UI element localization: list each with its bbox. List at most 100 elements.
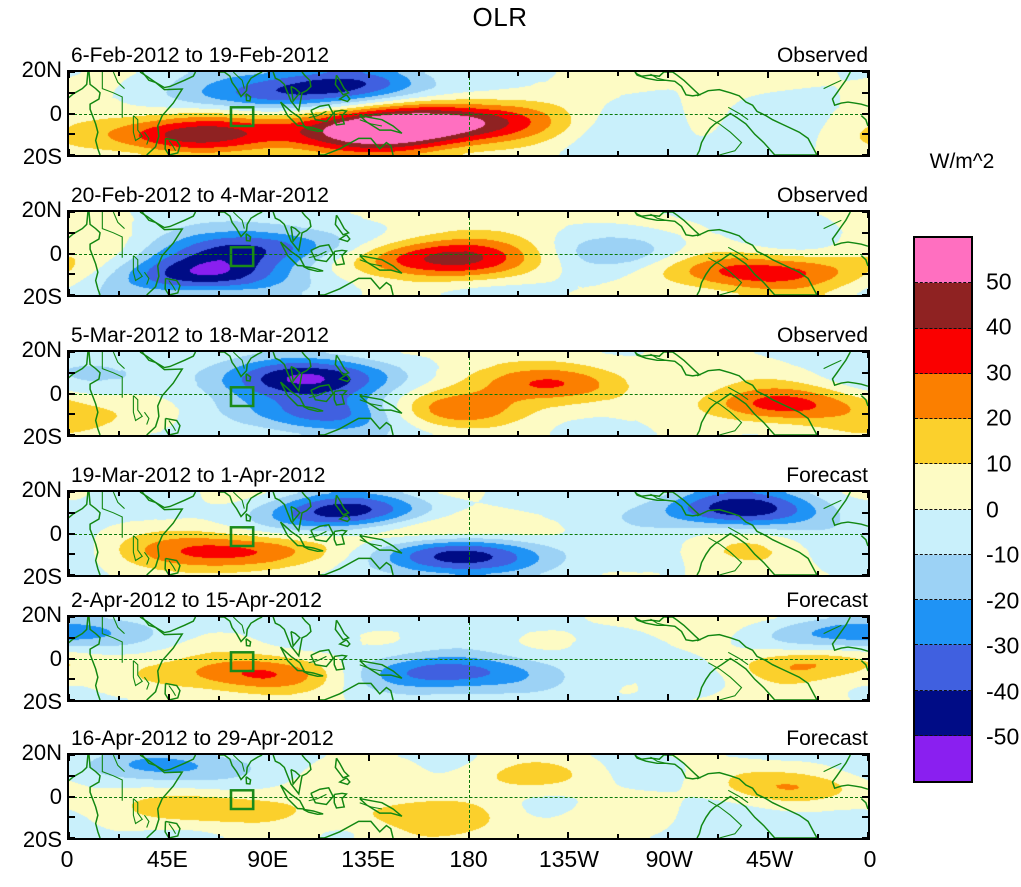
coastline-path [219, 72, 263, 98]
coastline-path [334, 757, 350, 779]
border-path [168, 823, 177, 835]
x-tick [267, 72, 270, 78]
coastline-path [272, 352, 312, 393]
y-tick [69, 352, 75, 353]
x-minor-tick [117, 571, 120, 575]
coastline-path [302, 265, 324, 273]
x-minor-tick [517, 696, 520, 700]
x-tick [867, 352, 868, 358]
x-minor-tick [817, 755, 820, 759]
x-minor-tick [417, 696, 420, 700]
coastline-path [333, 529, 348, 546]
x-tick [267, 755, 270, 761]
x-tick [267, 492, 270, 498]
x-minor-tick [417, 212, 420, 216]
x-minor-tick [317, 696, 320, 700]
x-tick [367, 429, 370, 435]
panel-plot-area [67, 490, 870, 577]
y-tick [862, 352, 868, 353]
border-path [823, 499, 842, 510]
panel-date-label: 5-Mar-2012 to 18-Mar-2012 [71, 324, 329, 347]
x-tick [767, 492, 770, 498]
coastline-path [359, 534, 403, 554]
y-axis-labels: 20N 0 20S [0, 197, 62, 309]
y-axis-labels: 20N 0 20S [0, 477, 62, 589]
coastline-path [69, 492, 89, 519]
x-tick [467, 149, 470, 155]
border-path [101, 617, 123, 663]
x-minor-tick [217, 352, 220, 356]
colorbar-tick-label: 0 [986, 496, 999, 522]
coastline-path [88, 352, 101, 435]
panel-kind-label: Observed [776, 44, 868, 67]
x-tick [467, 429, 470, 435]
border-path [823, 79, 842, 90]
x-minor-tick [717, 151, 720, 155]
border-path [823, 219, 842, 230]
coastline-path [245, 93, 252, 102]
y-tick [69, 657, 75, 660]
x-minor-tick [717, 571, 720, 575]
border-path [143, 814, 150, 828]
x-minor-tick [217, 571, 220, 575]
x-tick [69, 149, 70, 155]
x-tick [467, 289, 470, 295]
y-tick [69, 212, 75, 213]
x-tick [467, 617, 470, 623]
panel-date-label: 20-Feb-2012 to 4-Mar-2012 [71, 184, 329, 207]
x-tick [367, 149, 370, 155]
colorbar-unit-label: W/m^2 [929, 150, 995, 173]
colorbar-band-7 [915, 554, 971, 600]
coastline-path [139, 212, 184, 295]
x-tick [69, 832, 70, 838]
dateline-180-line [468, 492, 470, 575]
border-path [132, 255, 144, 282]
x-tick [267, 429, 270, 435]
coastline-path [164, 417, 181, 435]
coastline-path [696, 368, 818, 435]
coastline-path [139, 352, 184, 435]
panel-plot-area [67, 210, 870, 297]
y-tick [69, 636, 75, 639]
coastline-path [290, 85, 301, 103]
x-tick [267, 149, 270, 155]
x-minor-tick [117, 755, 120, 759]
coastline-path [696, 228, 818, 295]
border-path [308, 655, 327, 664]
colorbar-band-0 [915, 238, 971, 284]
x-minor-tick [217, 291, 220, 295]
dateline-180-line [468, 755, 470, 838]
coastline-path [69, 755, 89, 782]
y-tick-label-0: 0 [49, 380, 62, 406]
x-tick [467, 694, 470, 700]
y-tick-label-0: 0 [49, 783, 62, 809]
region-box-marker [229, 526, 255, 548]
border-path [650, 618, 667, 626]
x-minor-tick [617, 571, 620, 575]
x-tick [667, 492, 670, 498]
border-path [359, 664, 383, 672]
coastline-path [319, 137, 394, 155]
panel-plot-area [67, 615, 870, 702]
y-tick [862, 252, 868, 255]
x-minor-tick [817, 151, 820, 155]
y-tick [862, 133, 868, 136]
x-minor-tick [217, 755, 220, 759]
border-path [168, 280, 177, 292]
y-tick-label-20s: 20S [22, 144, 62, 169]
x-tick [167, 492, 170, 498]
x-tick [367, 492, 370, 498]
panel-date-label: 19-Mar-2012 to 1-Apr-2012 [71, 464, 326, 487]
border-path [101, 352, 123, 398]
x-tick [667, 569, 670, 575]
coastline-path [141, 617, 197, 634]
border-path [143, 411, 150, 425]
x-tick-label: 90E [247, 846, 289, 872]
y-tick [69, 133, 75, 136]
x-minor-tick [617, 696, 620, 700]
border-path [823, 624, 842, 635]
x-minor-tick [417, 834, 420, 838]
panel-date-label: 16-Apr-2012 to 29-Apr-2012 [71, 727, 334, 750]
x-axis: 0 45E 90E 135E 180 135W 90W 45W 0 [61, 846, 877, 882]
x-minor-tick [817, 571, 820, 575]
